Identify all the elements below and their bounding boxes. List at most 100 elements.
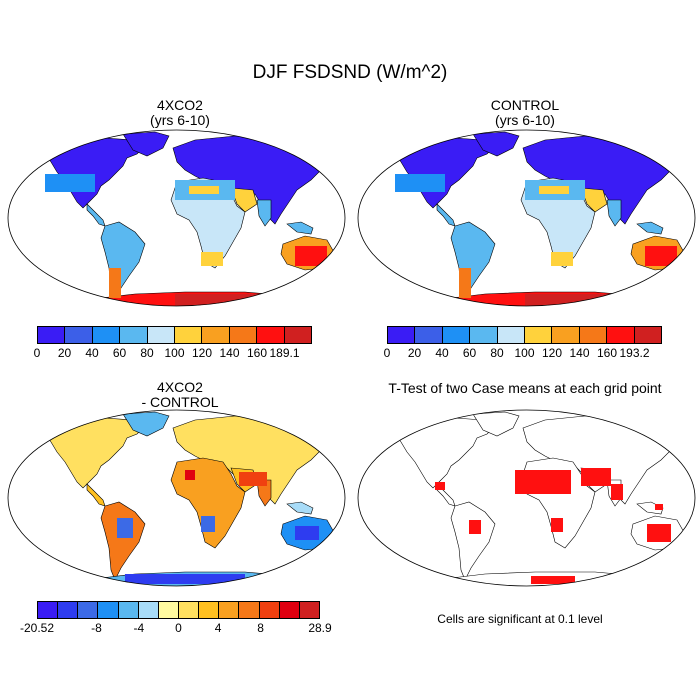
panel-title-line1: 4XCO2 (157, 379, 203, 395)
colorbar-swatch (219, 602, 240, 618)
colorbar-swatch (229, 327, 258, 343)
colorbar-tick-label: 0 (383, 346, 391, 360)
panel-title-line2: (yrs 6-10) (495, 112, 555, 128)
land-region-gr (472, 131, 520, 157)
sig-central-africa (551, 518, 563, 532)
colorbar-tick-label: -20.52 (19, 621, 55, 635)
sig-india (611, 484, 623, 500)
colorbar-tick-label: 80 (490, 346, 504, 360)
land-region-ca (436, 203, 456, 227)
land-region-sea (286, 501, 314, 515)
colorbar-tick-label: 20 (407, 346, 422, 360)
figure-title: DJF FSDSND (W/m^2) (252, 62, 448, 83)
sig-middle-east (581, 468, 611, 486)
band-north-america (395, 174, 445, 192)
cell-australia (295, 526, 319, 540)
land-region-ca (86, 203, 106, 227)
colorbar-swatch (470, 327, 498, 343)
colorbar-swatch (299, 602, 319, 618)
colorbar-tick-label: 160 (246, 346, 268, 360)
colorbar-swatch (552, 327, 580, 343)
band-sahara (539, 186, 569, 194)
panel-title-diff: 4XCO2 - CONTROL (70, 380, 290, 410)
map-outline (7, 409, 346, 587)
colorbar-swatch (388, 327, 416, 343)
land-region-ar (230, 187, 258, 213)
band-sahara (189, 186, 219, 194)
map-outline (7, 129, 346, 307)
sig-central-america (435, 482, 445, 490)
land-region-sa (100, 221, 146, 301)
land-region-na (42, 417, 146, 489)
sig-north-africa (515, 470, 571, 494)
band-southern-south-america (459, 268, 471, 298)
colorbar-swatch (38, 602, 59, 618)
land-region-af (170, 457, 246, 549)
colorbar-tick-label: 40 (85, 346, 99, 360)
colorbar-tick-label: 120 (191, 346, 213, 360)
colorbar-ticks-diff: -20.52 -8 -4 0 4 8 28.9 (20, 621, 332, 637)
colorbar-swatch (525, 327, 553, 343)
colorbar-tick-label: -8 (91, 621, 102, 635)
colorbar-swatch (202, 327, 230, 343)
significance-note: Cells are significant at 0.1 level (437, 612, 603, 626)
panel-title-control: CONTROL (yrs 6-10) (415, 98, 635, 128)
colorbar-swatch (118, 602, 139, 618)
colorbar-tick-label: 0 (175, 621, 182, 635)
colorbar-swatch (178, 602, 200, 618)
panel-title-line1: 4XCO2 (157, 97, 203, 113)
land-region-gr (122, 411, 170, 437)
colorbar-swatch (58, 602, 79, 618)
sig-southeast-asia (655, 504, 663, 510)
colorbar-tick-label: 4 (214, 621, 222, 635)
colorbar-swatch (147, 327, 176, 343)
colorbar-tick-label: 80 (140, 346, 154, 360)
colorbar-swatch (92, 327, 121, 343)
panel-title-4xco2: 4XCO2 (yrs 6-10) (70, 98, 290, 128)
land-region-sea (636, 221, 664, 235)
colorbar-control (387, 326, 662, 344)
panel-title-line2: (yrs 6-10) (150, 112, 210, 128)
colorbar-swatch (279, 602, 300, 618)
colorbar-swatch (120, 327, 148, 343)
colorbar-swatch (199, 602, 220, 618)
land-region-sa (450, 501, 496, 581)
land-region-sea (286, 221, 314, 235)
cell-west-africa (185, 470, 195, 480)
land-region-sa (100, 501, 146, 581)
land-region-ind (256, 479, 272, 507)
land-region-ind (256, 199, 272, 227)
colorbar-swatch (38, 327, 66, 343)
band-antarctica (525, 294, 635, 306)
colorbar-tick-label: 140 (219, 346, 240, 360)
colorbar-swatch (158, 602, 179, 618)
colorbar-ticks-4xco2: 0 20 40 60 80 100 120 140 160 189.1 (33, 346, 312, 362)
colorbar-swatch (634, 327, 662, 343)
band-north-america (45, 174, 95, 192)
colorbar-swatch (415, 327, 443, 343)
land-region-sa (450, 221, 496, 301)
map-ttest (357, 409, 696, 587)
panel-title-line2: - CONTROL (141, 394, 219, 410)
land-region-ca (86, 483, 106, 507)
cell-middle-east (239, 472, 267, 486)
colorbar-tick-label: 193.2 (619, 346, 650, 360)
map-outline (357, 129, 696, 307)
colorbar-tick-label: 100 (164, 346, 185, 360)
band-australia (295, 246, 327, 266)
colorbar-tick-label: 0 (33, 346, 41, 360)
colorbar-swatch (579, 327, 608, 343)
sig-south-america (469, 520, 481, 534)
map-4xco2 (7, 129, 346, 307)
sig-australia (647, 524, 671, 542)
colorbar-tick-label: 20 (57, 346, 72, 360)
colorbar-tick-label: 60 (462, 346, 477, 360)
colorbar-swatch (65, 327, 93, 343)
band-southern-africa (551, 252, 573, 266)
colorbar-tick-label: 40 (435, 346, 449, 360)
colorbar-tick-label: 140 (569, 346, 590, 360)
colorbar-swatch (259, 602, 280, 618)
colorbar-swatch (239, 602, 260, 618)
map-outline (357, 409, 696, 587)
colorbar-tick-label: 60 (112, 346, 127, 360)
